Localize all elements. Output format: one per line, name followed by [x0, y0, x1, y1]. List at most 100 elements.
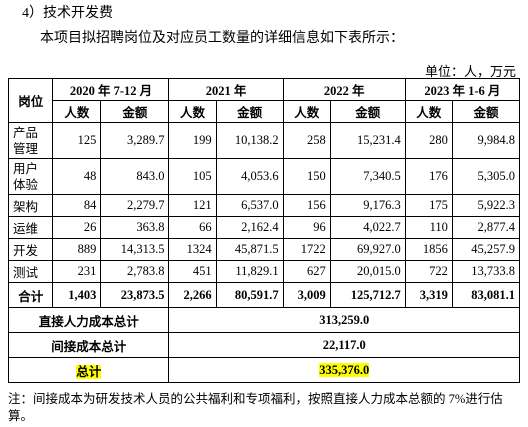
cell: 1324 [168, 238, 217, 261]
cell: 运维 [7, 216, 54, 239]
cell: 2,279.7 [100, 194, 170, 217]
cell: 105 [168, 158, 217, 195]
cell: 627 [282, 260, 331, 283]
cell: 2,162.4 [215, 216, 284, 239]
cell: 2022 年 [282, 78, 406, 101]
cell: 开发 [7, 238, 54, 261]
cell: 15,231.4 [329, 122, 406, 159]
cell: 架构 [7, 194, 54, 217]
data-row: 开发 889 14,313.5 1324 45,871.5 1722 69,927.0 185… [7, 238, 521, 261]
cell: 9,984.8 [451, 122, 521, 159]
cell: 用户体验 [7, 158, 54, 195]
cell: 13,733.8 [451, 260, 521, 283]
cell: 69,927.0 [329, 238, 406, 261]
data-row: 测试 231 2,783.8 451 11,829.1 627 20,015.0 722 13,… [7, 260, 521, 283]
cell: 总计 [7, 357, 170, 383]
heading: 4）技术开发费 [22, 6, 113, 21]
cell: 2021 年 [168, 78, 284, 101]
cell: 测试 [7, 260, 54, 283]
cell: 14,313.5 [100, 238, 170, 261]
data-row: 产品管理 125 3,289.7 199 10,138.2 258 15,231.4 280 9… [7, 122, 521, 159]
cell: 3,319 [404, 282, 453, 308]
cell: 80,591.7 [215, 282, 284, 308]
cell: 335,376.0 [168, 357, 520, 383]
cell: 7,340.5 [329, 158, 406, 195]
cell: 150 [282, 158, 331, 195]
cell: 96 [282, 216, 331, 239]
cell: 451 [168, 260, 217, 283]
cell: 2020 年 7-12 月 [52, 78, 170, 101]
cell: 121 [168, 194, 217, 217]
cell: 人数 [52, 100, 102, 123]
cell: 20,015.0 [329, 260, 406, 283]
cell: 258 [282, 122, 331, 159]
cell: 1,403 [52, 282, 102, 308]
cell: 280 [404, 122, 453, 159]
cell: 84 [52, 194, 102, 217]
cell: 合计 [7, 282, 54, 308]
cell: 2023 年 1-6 月 [404, 78, 521, 101]
cell: 2,266 [168, 282, 217, 308]
highlight: 335,376.0 [319, 362, 370, 377]
data-row: 架构 84 2,279.7 121 6,537.0 156 9,176.3 175 5,922.… [7, 194, 521, 217]
summary-row: 直接人力成本总计 313,259.0 [7, 307, 520, 333]
cell: 45,257.9 [451, 238, 521, 261]
cell: 83,081.1 [451, 282, 521, 308]
table: 岗位 2020 年 7-12 月 2021 年 2022 年 2023 年 1-6 月人… [7, 78, 521, 383]
cell: 199 [168, 122, 217, 159]
cell: 金额 [451, 100, 521, 123]
cell: 156 [282, 194, 331, 217]
cell: 3,289.7 [100, 122, 170, 159]
cell: 363.8 [100, 216, 170, 239]
cell: 175 [404, 194, 453, 217]
cell: 9,176.3 [329, 194, 406, 217]
cell: 金额 [329, 100, 406, 123]
cell: 2,877.4 [451, 216, 521, 239]
cell: 23,873.5 [100, 282, 170, 308]
cell: 4,022.7 [329, 216, 406, 239]
cell: 10,138.2 [215, 122, 284, 159]
data-row: 运维 26 363.8 66 2,162.4 96 4,022.7 110 2,877.4 [7, 216, 521, 239]
header-row: 人数 金额 人数 金额 人数 金额 人数 金额 [9, 100, 521, 123]
highlight: 总计 [76, 364, 102, 379]
summary-row: 总计 335,376.0 [7, 357, 520, 383]
cell: 313,259.0 [168, 307, 520, 333]
cell-text: 产品管理 [13, 125, 39, 156]
summary-row: 间接成本总计 22,117.0 [7, 332, 520, 358]
cell-text: 用户体验 [13, 161, 39, 192]
cell: 5,305.0 [451, 158, 521, 195]
unit: 单位：人，万元 [424, 64, 516, 79]
cell: 4,053.6 [215, 158, 284, 195]
cell: 26 [52, 216, 102, 239]
cell: 人数 [282, 100, 331, 123]
cell: 2,783.8 [100, 260, 170, 283]
cell: 231 [52, 260, 102, 283]
cell: 岗位 [7, 78, 54, 123]
cell: 722 [404, 260, 453, 283]
data-row: 合计 1,403 23,873.5 2,266 80,591.7 3,009 125,712… [7, 282, 521, 308]
cell: 1856 [404, 238, 453, 261]
cell: 金额 [100, 100, 170, 123]
cell: 11,829.1 [215, 260, 284, 283]
cell: 125,712.7 [329, 282, 406, 308]
cell: 125 [52, 122, 102, 159]
cell: 人数 [404, 100, 453, 123]
note: 注：间接成本为研发技术人员的公共福利和专项福利，按照直接人力成本总额的 7%进行… [8, 392, 503, 423]
cell: 3,009 [282, 282, 331, 308]
cell: 5,922.3 [451, 194, 521, 217]
cell: 金额 [215, 100, 284, 123]
cell: 45,871.5 [215, 238, 284, 261]
cell: 176 [404, 158, 453, 195]
cell: 110 [404, 216, 453, 239]
cell: 843.0 [100, 158, 170, 195]
data-row: 用户体验 48 843.0 105 4,053.6 150 7,340.5 176 5,305.… [7, 158, 521, 195]
cell: 889 [52, 238, 102, 261]
cell: 6,537.0 [215, 194, 284, 217]
cell: 产品管理 [7, 122, 54, 159]
intro: 本项目拟招聘岗位及对应员工数量的详细信息如下表所示： [40, 31, 404, 46]
cell: 直接人力成本总计 [7, 307, 170, 333]
cell: 间接成本总计 [7, 332, 170, 358]
cell: 人数 [168, 100, 217, 123]
cell: 1722 [282, 238, 331, 261]
